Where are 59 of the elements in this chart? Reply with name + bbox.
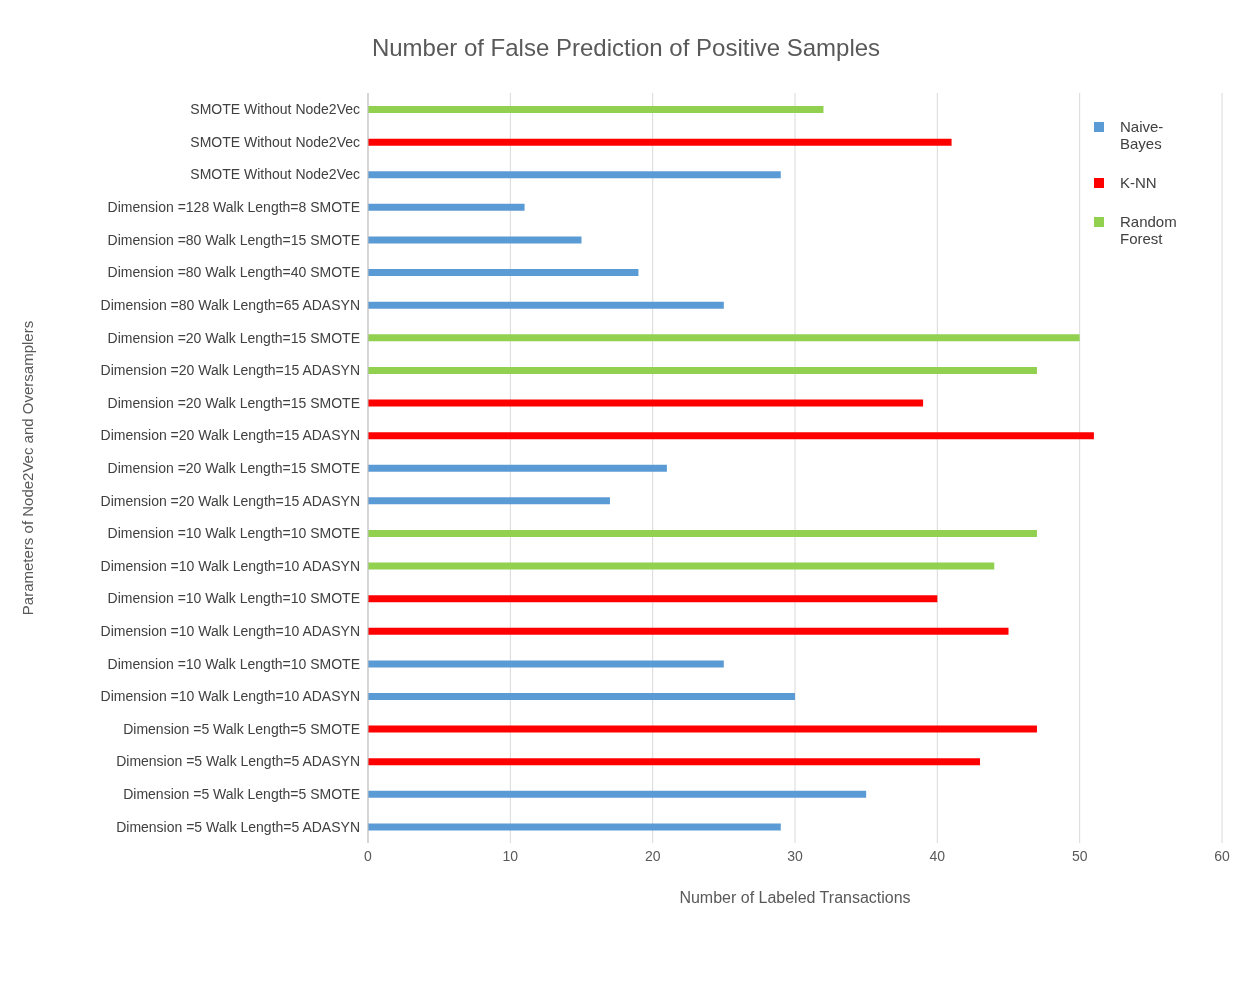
bar (368, 660, 724, 668)
bar (368, 399, 924, 407)
legend-label: Random Forest (1120, 213, 1178, 247)
bar (368, 203, 525, 211)
bar (368, 366, 1037, 374)
y-tick-label: Dimension =20 Walk Length=15 SMOTE (107, 394, 360, 411)
y-tick-label: Dimension =20 Walk Length=15 ADASYN (100, 362, 360, 379)
bar (368, 790, 867, 798)
x-tick-label: 50 (1071, 847, 1088, 864)
x-tick-label: 60 (1214, 847, 1230, 864)
x-tick-label: 10 (502, 847, 519, 864)
bar (368, 432, 1094, 440)
y-tick-label: SMOTE Without Node2Vec (190, 101, 360, 118)
y-tick-label: SMOTE Without Node2Vec (190, 166, 360, 183)
bar (368, 758, 981, 766)
bar (368, 269, 639, 277)
bar (368, 106, 824, 114)
y-tick-label: Dimension =5 Walk Length=5 ADASYN (116, 818, 360, 835)
bar (368, 301, 724, 309)
bar (368, 595, 938, 603)
y-tick-label: Dimension =10 Walk Length=10 ADASYN (100, 623, 360, 640)
y-tick-label: Dimension =20 Walk Length=15 SMOTE (107, 459, 360, 476)
x-tick-label: 20 (644, 847, 661, 864)
bar (368, 562, 995, 570)
y-axis-title: Parameters of Node2Vec and Oversamplers (19, 320, 37, 616)
bar (368, 627, 1009, 635)
y-tick-label: Dimension =80 Walk Length=40 SMOTE (107, 264, 360, 281)
y-tick-label: Dimension =80 Walk Length=15 SMOTE (107, 231, 360, 248)
y-tick-label: Dimension =10 Walk Length=10 SMOTE (107, 525, 360, 542)
x-tick-label: 30 (787, 847, 803, 864)
bar (368, 138, 952, 146)
bar (368, 236, 582, 244)
legend-label: Naive-Bayes (1120, 118, 1165, 152)
y-tick-label: Dimension =20 Walk Length=15 ADASYN (100, 427, 360, 444)
bar (368, 693, 795, 700)
x-tick-label: 0 (364, 847, 373, 864)
bar (368, 529, 1037, 537)
chart-title: Number of False Prediction of Positive Samples (370, 34, 882, 62)
y-tick-label: Dimension =10 Walk Length=10 ADASYN (100, 557, 360, 574)
y-tick-label: Dimension =10 Walk Length=10 SMOTE (107, 590, 360, 607)
bar (368, 171, 781, 179)
y-tick-label: Dimension =20 Walk Length=15 ADASYN (100, 492, 360, 509)
y-tick-label: Dimension =20 Walk Length=15 SMOTE (107, 329, 360, 346)
bar (368, 334, 1080, 342)
y-tick-label: Dimension =80 Walk Length=65 ADASYN (100, 296, 360, 313)
y-tick-label: Dimension =5 Walk Length=5 ADASYN (116, 753, 360, 770)
x-tick-label: 40 (929, 847, 946, 864)
y-tick-label: Dimension =5 Walk Length=5 SMOTE (123, 786, 360, 803)
bar (368, 497, 610, 505)
y-tick-label: Dimension =10 Walk Length=10 SMOTE (107, 655, 360, 672)
bar (368, 464, 667, 472)
y-tick-label: Dimension =5 Walk Length=5 SMOTE (123, 720, 360, 737)
y-tick-label: Dimension =128 Walk Length=8 SMOTE (107, 199, 360, 216)
y-tick-label: Dimension =10 Walk Length=10 ADASYN (100, 688, 360, 705)
legend-label: K-NN (1120, 174, 1157, 191)
bar (368, 823, 781, 831)
bar (368, 725, 1037, 733)
x-axis-title: Number of Labeled Transactions (679, 889, 911, 906)
y-tick-label: SMOTE Without Node2Vec (190, 133, 360, 150)
